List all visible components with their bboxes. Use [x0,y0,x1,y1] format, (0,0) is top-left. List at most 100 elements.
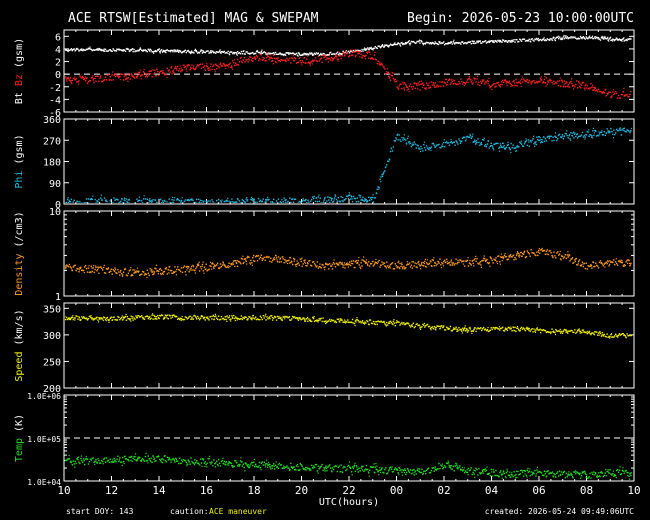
data-point [269,54,272,56]
data-point [346,262,349,264]
data-point [459,139,461,142]
data-point [98,47,100,50]
data-point [423,322,425,325]
data-point [130,73,132,75]
data-point [233,61,235,64]
data-point [509,148,511,151]
data-point [77,201,79,203]
data-point [365,259,368,261]
data-point [623,87,625,89]
data-point [518,40,520,43]
data-point [92,267,94,269]
data-point [607,93,609,95]
data-point [166,77,168,79]
data-point [557,80,559,82]
data-point [99,77,101,79]
data-point [401,262,403,264]
data-point [593,333,595,335]
data-point [110,268,112,270]
data-point [460,43,462,45]
data-point [480,327,482,329]
data-point [471,332,473,335]
data-point [210,261,212,264]
data-point [135,72,137,75]
data-point [336,51,339,54]
data-point [553,330,555,332]
data-point [264,60,266,62]
data-point [599,131,602,133]
data-point [313,195,315,198]
data-point [97,458,99,460]
data-point [461,261,463,263]
data-point [251,198,253,201]
data-point [515,150,517,152]
data-point [212,314,215,316]
data-point [98,317,100,319]
data-point [128,456,130,458]
data-point [72,460,74,462]
data-point [436,263,438,265]
data-point [173,49,176,51]
data-point [520,78,523,80]
data-point [352,260,355,262]
data-point [564,329,567,331]
data-point [153,50,155,53]
data-point [482,40,484,43]
data-point [372,47,375,50]
data-point [273,52,275,54]
data-point [510,151,512,154]
data-point [482,79,485,81]
data-point [515,38,517,41]
data-point [619,97,622,99]
data-point [169,459,171,461]
data-point [354,197,357,200]
data-point [590,87,592,89]
data-point [179,270,182,273]
data-point [515,254,518,257]
data-point [540,248,543,251]
data-point [502,146,505,148]
data-point [217,202,219,203]
data-point [102,50,104,52]
data-point [90,272,92,274]
data-point [158,74,160,76]
data-point [624,334,626,337]
data-point [78,50,80,52]
data-point [119,49,121,51]
data-point [610,333,612,336]
data-point [315,266,318,268]
data-point [97,462,99,464]
data-point [101,80,103,83]
data-point [529,255,531,257]
data-point [196,51,198,53]
data-point [472,330,474,333]
data-point [599,331,601,333]
data-point [479,40,482,42]
data-point [425,262,428,264]
data-point [387,72,389,74]
data-point [254,318,256,320]
data-point [519,80,521,82]
data-point [421,261,423,264]
data-point [109,75,111,78]
series-temp [65,452,633,480]
data-point [311,196,314,198]
data-point [140,200,143,202]
data-point [147,462,149,464]
data-point [625,261,627,263]
data-point [171,72,173,75]
data-point [513,259,515,261]
data-point [251,52,253,54]
data-point [330,320,332,323]
data-point [539,39,541,41]
data-point [330,197,332,199]
data-point [452,83,454,85]
data-point [178,462,180,465]
data-point [412,143,415,146]
data-point [228,66,230,68]
data-point [189,199,191,201]
data-point [422,323,424,326]
data-point [318,318,320,320]
data-point [439,327,442,329]
data-point [427,263,430,266]
